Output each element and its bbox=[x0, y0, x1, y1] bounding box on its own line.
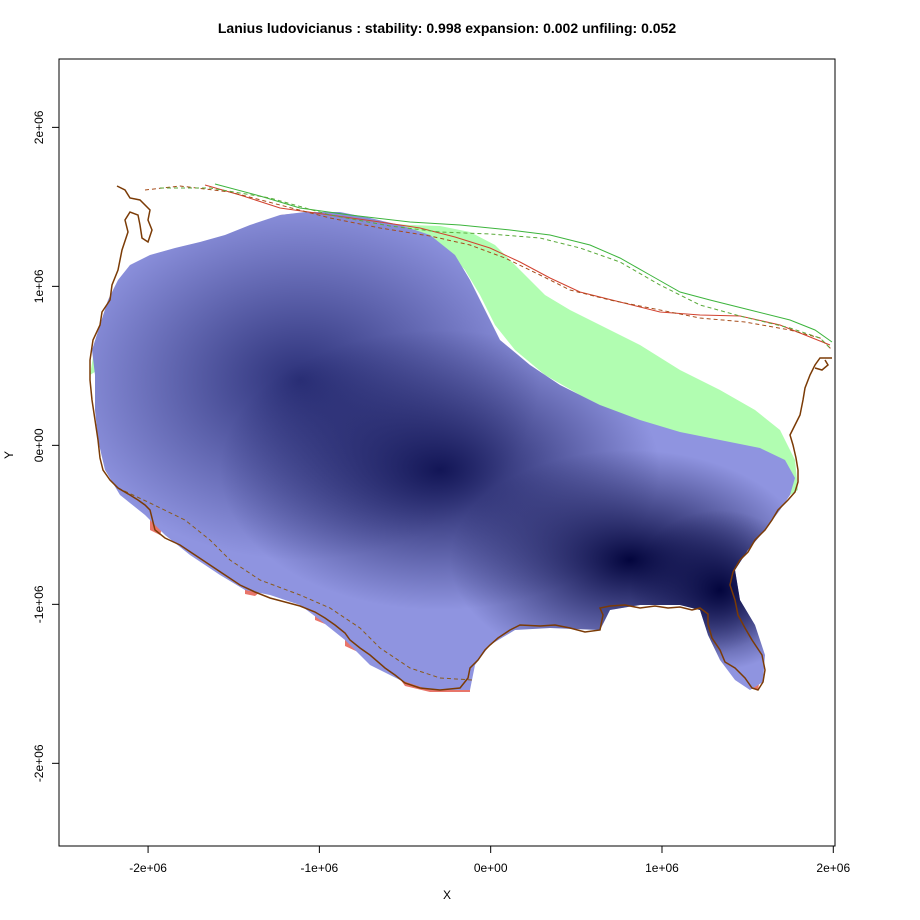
y-tick-label: -1e+06 bbox=[32, 585, 46, 623]
x-tick-label: 1e+06 bbox=[645, 861, 679, 875]
usa-outline-lake bbox=[814, 359, 829, 371]
y-axis-label: Y bbox=[2, 451, 16, 460]
x-tick-label: -2e+06 bbox=[129, 861, 167, 875]
current-range-line bbox=[204, 184, 831, 346]
future-range-line bbox=[214, 183, 833, 343]
future-range-dashed bbox=[160, 187, 831, 349]
y-axis: -2e+06 -1e+06 0e+00 1e+06 2e+06 bbox=[32, 110, 59, 782]
y-tick-label: 0e+00 bbox=[32, 428, 46, 462]
y-tick-label: 2e+06 bbox=[32, 110, 46, 144]
usa-outline bbox=[89, 185, 832, 691]
x-tick-label: 0e+00 bbox=[474, 861, 508, 875]
southern-range-dashed bbox=[117, 487, 473, 681]
y-tick-label: -2e+06 bbox=[32, 744, 46, 782]
y-tick-label: 1e+06 bbox=[32, 269, 46, 303]
x-axis-label: X bbox=[442, 888, 451, 902]
x-axis: -2e+06 -1e+06 0e+00 1e+06 2e+06 bbox=[129, 846, 850, 875]
plot-title: Lanius ludovicianus : stability: 0.998 e… bbox=[217, 20, 677, 36]
current-range-dashed bbox=[144, 185, 833, 351]
plot-frame bbox=[58, 58, 836, 847]
x-tick-label: 2e+06 bbox=[816, 861, 850, 875]
x-tick-label: -1e+06 bbox=[301, 861, 339, 875]
stability-area bbox=[92, 212, 795, 690]
